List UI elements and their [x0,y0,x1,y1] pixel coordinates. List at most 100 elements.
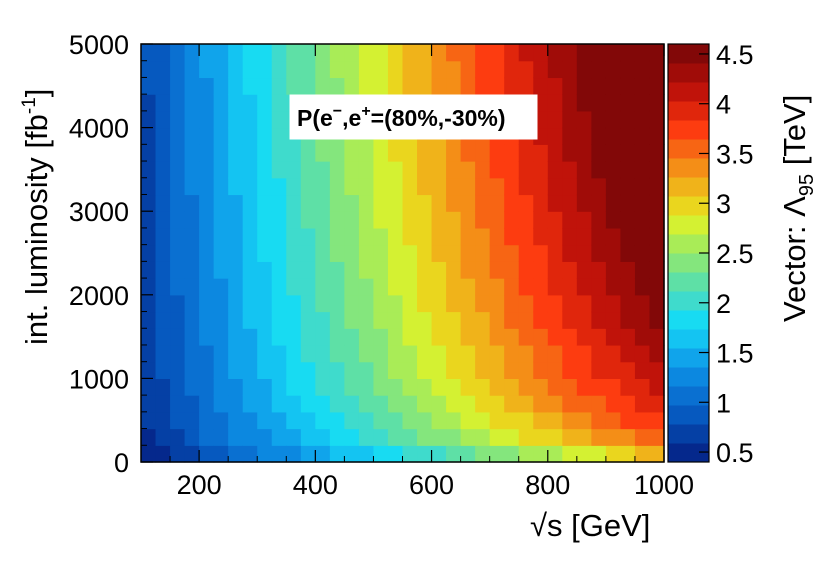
heatmap-cell [373,161,389,179]
heatmap-cell [242,445,258,463]
heatmap-cell [431,161,447,179]
heatmap-cell [329,44,345,62]
heatmap-cell [358,60,375,79]
heatmap-cell [286,44,302,62]
heatmap-cell [329,344,345,363]
heatmap-cell [257,110,273,129]
heatmap-cell [649,227,665,246]
svg-text:P(e−,e+=(80%,-30%): P(e−,e+=(80%,-30%) [297,103,506,131]
heatmap-cell [417,328,433,346]
heatmap-cell [358,378,375,396]
heatmap-cell [620,328,636,346]
heatmap-cell [533,445,549,463]
heatmap-cell [431,44,447,62]
heatmap-cell [358,361,375,379]
heatmap-cell [141,60,157,79]
heatmap-cell [358,311,375,329]
heatmap-cell [155,378,171,396]
heatmap-cell [591,395,607,413]
heatmap-cell [547,378,563,396]
heatmap-cell [184,328,200,346]
heatmap-cell [562,278,578,296]
heatmap-cell [591,411,607,430]
heatmap-cell [634,445,651,463]
heatmap-cell [547,344,563,363]
colorbar-tick-label: 2.5 [716,239,754,269]
heatmap-cell [475,211,491,229]
heatmap-cell [489,378,505,396]
heatmap-cell [242,110,258,129]
heatmap-cell [271,344,287,363]
heatmap-cell [518,445,534,463]
heatmap-cell [184,94,200,112]
heatmap-cell [387,77,404,95]
heatmap-cell [504,60,520,79]
heatmap-cell [257,278,273,296]
heatmap-cell [141,278,157,296]
heatmap-cell [257,94,273,112]
heatmap-cell [475,77,491,95]
x-axis-title-prefix: √ [530,508,547,543]
heatmap-cell [213,110,229,129]
heatmap-cell [358,161,375,179]
heatmap-cell [562,328,578,346]
heatmap-cell [271,194,287,212]
heatmap-cell [475,144,491,162]
heatmap-cell [242,361,258,379]
heatmap-cell [213,344,229,363]
heatmap-cell [170,177,186,196]
heatmap-cell [591,211,607,229]
heatmap-cell [431,294,447,313]
heatmap-cell [605,211,622,229]
heatmap-cell [576,194,592,212]
heatmap-cell [518,361,534,379]
heatmap-cell [576,127,592,145]
heatmap-cell [300,428,316,446]
heatmap-cell [141,428,157,446]
heatmap-cell [199,177,215,196]
heatmap-cell [460,227,476,246]
heatmap-cell [300,395,316,413]
heatmap-cell [228,177,244,196]
heatmap-cell [184,428,200,446]
heatmap-cell [475,44,491,62]
heatmap-cell [373,44,389,62]
heatmap-cell [184,194,200,212]
heatmap-cell [155,428,171,446]
colorbar-segment [668,367,709,387]
heatmap-cell [184,161,200,179]
heatmap-cell [489,361,505,379]
heatmap-cell [387,44,404,62]
heatmap-cell [199,344,215,363]
heatmap-cell [547,194,563,212]
heatmap-cell [504,211,520,229]
heatmap-cell [489,244,505,262]
heatmap-cell [475,361,491,379]
heatmap-cell [300,194,316,212]
heatmap-cell [649,44,665,62]
heatmap-cell [213,127,229,145]
heatmap-cell [562,161,578,179]
heatmap-cell [213,278,229,296]
heatmap-cell [228,278,244,296]
heatmap-cell [271,110,287,129]
heatmap-cell [402,194,418,212]
heatmap-cell [155,110,171,129]
heatmap-cell [460,60,476,79]
heatmap-cell [634,161,651,179]
heatmap-cell [271,127,287,145]
heatmap-cell [329,194,345,212]
heatmap-cell [417,395,433,413]
heatmap-cell [634,311,651,329]
colorbar-tick-label: 3 [716,189,731,219]
colorbar-segment [668,120,709,140]
y-tick-label: 4000 [69,114,129,144]
heatmap-cell [155,194,171,212]
heatmap-cell [387,60,404,79]
heatmap-cell [446,311,462,329]
heatmap-cell [257,211,273,229]
heatmap-cell [576,60,592,79]
heatmap-cell [344,177,360,196]
heatmap-cell [562,428,578,446]
colorbar-tick-label: 0.5 [716,438,754,468]
